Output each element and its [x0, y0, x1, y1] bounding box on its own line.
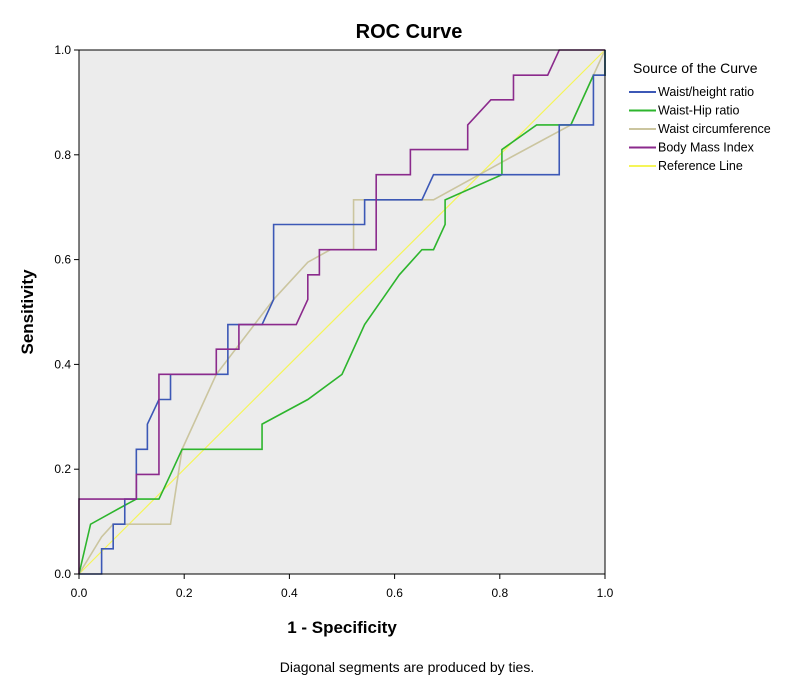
legend-title: Source of the Curve [633, 60, 758, 76]
x-tick-label: 0.8 [491, 586, 508, 600]
legend-label-body-mass-index: Body Mass Index [658, 141, 755, 155]
y-axis-title: Sensitivity [18, 269, 37, 355]
x-axis-title: 1 - Specificity [287, 618, 397, 637]
legend-label-reference-line: Reference Line [658, 159, 743, 173]
plot-frame [78, 49, 606, 575]
series-line-waist-height-ratio [79, 50, 606, 575]
footnote: Diagonal segments are produced by ties. [280, 659, 534, 675]
series-line-reference-line [78, 49, 606, 575]
y-tick-label: 0.6 [54, 253, 71, 267]
legend: Source of the Curve Waist/height ratioWa… [629, 60, 771, 173]
y-tick-label: 0.4 [54, 357, 71, 371]
series-line-body-mass-index [78, 49, 605, 574]
legend-label-waist-circumference: Waist circumference [658, 122, 771, 136]
series-line-waist-hip-ratio [78, 50, 606, 575]
x-tick-label: 1.0 [597, 586, 614, 600]
y-tick-label: 1.0 [54, 43, 71, 57]
x-tick-label: 0.6 [386, 586, 403, 600]
legend-items: Waist/height ratio Waist-Hip ratio Waist c… [629, 85, 771, 173]
x-tick-label: 0.0 [71, 586, 88, 600]
x-tick-label: 0.4 [281, 586, 298, 600]
y-tick-label: 0.0 [54, 567, 71, 581]
legend-label-waist-height-ratio: Waist/height ratio [658, 85, 754, 99]
legend-label-waist-hip-ratio: Waist-Hip ratio [658, 104, 740, 118]
chart-title: ROC Curve [356, 21, 463, 43]
y-tick-label: 0.8 [54, 148, 71, 162]
y-tick-label: 0.2 [54, 462, 71, 476]
series-layer [78, 49, 606, 575]
x-tick-label: 0.2 [176, 586, 193, 600]
y-axis: 0.0 0.2 0.4 0.6 0.8 1.0 [54, 43, 79, 581]
x-axis: 0.0 0.2 0.4 0.6 0.8 1.0 [71, 574, 614, 600]
